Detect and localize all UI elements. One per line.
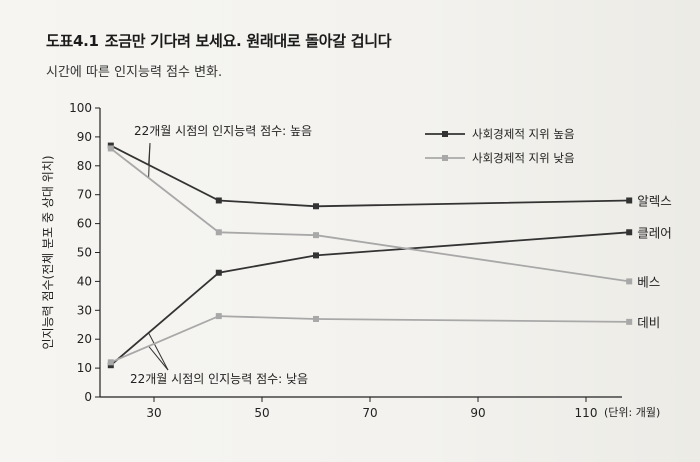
y-axis-label: 인지능력 점수(전체 분포 중 상대 위치) [41, 155, 55, 349]
series-line-4 [110, 315, 630, 364]
y-tick-label: 90 [77, 130, 92, 144]
annotation-leader-line [148, 142, 151, 178]
annotation-leader-line [148, 332, 169, 371]
x-tick-label: 50 [254, 406, 269, 420]
series-line-2 [110, 231, 630, 366]
series-end-label: 클레어 [637, 225, 672, 240]
series-end-label: 베스 [637, 274, 660, 289]
series-line-1 [110, 144, 630, 208]
legend-marker [442, 155, 448, 161]
data-point [215, 313, 222, 320]
y-tick-label: 0 [84, 390, 92, 404]
figure-title-text: 조금만 기다려 보세요. 원래대로 돌아갈 겁니다 [104, 32, 392, 50]
x-tick-label: 110 [575, 406, 598, 420]
y-tick-label: 50 [77, 246, 92, 260]
y-tick-label: 40 [77, 274, 92, 288]
data-point [626, 278, 633, 285]
x-tick-label: 30 [146, 406, 161, 420]
y-tick-label: 70 [77, 188, 92, 202]
data-point [215, 269, 222, 276]
x-tick-label: 70 [362, 406, 377, 420]
series-end-label: 데비 [637, 315, 660, 330]
figure-number: 도표4.1 [46, 32, 99, 50]
data-point [107, 145, 114, 152]
series-line-3 [110, 147, 630, 283]
data-point [626, 229, 633, 236]
annotation-leader-line [148, 345, 169, 371]
figure-subtitle: 시간에 따른 인지능력 점수 변화. [46, 65, 223, 80]
data-point [626, 197, 633, 204]
y-tick-label: 30 [77, 303, 92, 317]
y-tick-label: 10 [77, 361, 92, 375]
data-point [313, 203, 319, 210]
series-end-label: 알렉스 [637, 193, 672, 208]
annotation-high-label: 22개월 시점의 인지능력 점수: 높음 [134, 124, 312, 138]
y-tick-label: 80 [77, 159, 92, 173]
y-tick-label: 60 [77, 217, 92, 231]
x-tick-label: 90 [470, 406, 485, 420]
figure-title: 도표4.1 조금만 기다려 보세요. 원래대로 돌아갈 겁니다 [46, 30, 392, 51]
legend-label: 사회경제적 지위 높음 [472, 127, 575, 141]
data-point [313, 315, 319, 322]
data-point [107, 359, 114, 366]
data-point [215, 197, 222, 204]
chart-axes: 0 10 20 30 40 50 60 70 80 90 100 30 50 70 90 110 (단위: 개월… [41, 101, 660, 420]
chart-annotations: 22개월 시점의 인지능력 점수: 높음 22개월 시점의 인지능력 점수: 낮음 [130, 124, 312, 386]
data-point [626, 318, 633, 325]
data-point [313, 252, 319, 259]
legend-label: 사회경제적 지위 낮음 [472, 151, 575, 165]
legend-marker [442, 131, 448, 137]
annotation-low-label: 22개월 시점의 인지능력 점수: 낮음 [130, 372, 308, 386]
y-tick-label: 20 [77, 332, 92, 346]
x-axis-label: (단위: 개월) [604, 406, 660, 419]
data-point [313, 232, 319, 239]
data-point [215, 229, 222, 236]
y-tick-label: 100 [69, 101, 92, 115]
